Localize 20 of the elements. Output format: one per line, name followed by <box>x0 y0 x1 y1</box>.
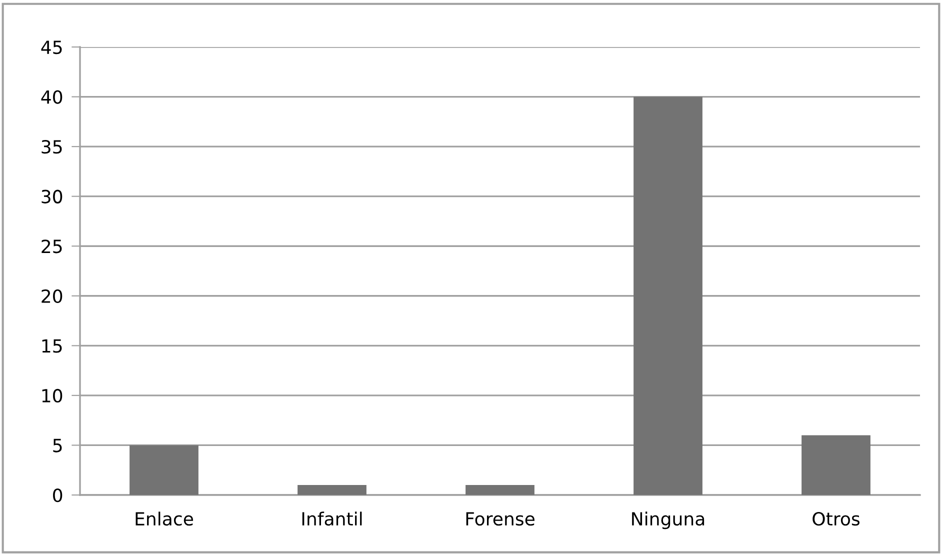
y-tick-label: 5 <box>53 438 62 452</box>
bar <box>298 485 366 495</box>
y-tick-label: 10 <box>42 388 62 403</box>
bar <box>130 445 198 495</box>
x-tick-label: Otros <box>812 512 860 526</box>
y-tick-label: 30 <box>42 190 62 204</box>
x-tick-label: Ninguna <box>632 512 704 530</box>
y-tick-label: 40 <box>41 90 62 104</box>
y-tick-label: 20 <box>42 289 62 304</box>
bar <box>466 485 534 495</box>
bar <box>802 435 870 495</box>
x-tick-label: Forense <box>466 512 534 526</box>
x-tick-label: Enlace <box>136 512 194 526</box>
bar <box>634 96 702 495</box>
x-tick-label: Infantil <box>302 512 362 526</box>
y-tick-label: 15 <box>42 339 62 353</box>
y-tick-label: 0 <box>53 488 62 502</box>
y-tick-label: 45 <box>41 40 62 54</box>
y-tick-label: 25 <box>42 240 62 254</box>
y-tick-label: 35 <box>42 140 62 154</box>
